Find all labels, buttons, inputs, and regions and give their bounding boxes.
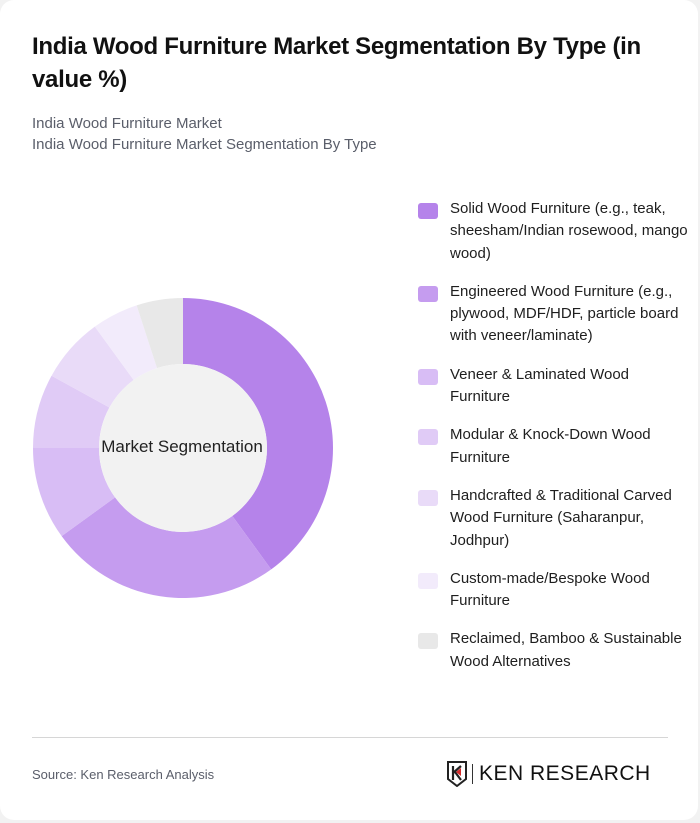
legend-swatch [418,429,438,446]
legend-item: Custom-made/Bespoke Wood Furniture [418,568,688,613]
legend-item: Handcrafted & Traditional Carved Wood Fu… [418,485,688,552]
source-text: Source: Ken Research Analysis [32,767,215,782]
legend-swatch [418,203,438,219]
legend: Solid Wood Furniture (e.g., teak, sheesh… [418,198,688,689]
ken-research-shield-icon [447,761,467,787]
legend-swatch [418,489,438,506]
subtitle-line-2: India Wood Furniture Market Segmentation… [32,136,377,153]
legend-item: Modular & Knock-Down Wood Furniture [418,424,688,469]
legend-item: Veneer & Laminated Wood Furniture [418,364,688,409]
donut-hole [99,364,267,532]
legend-label: Reclaimed, Bamboo & Sustainable Wood Alt… [450,630,682,670]
donut-chart [33,298,333,598]
legend-label: Solid Wood Furniture (e.g., teak, sheesh… [450,200,688,262]
donut-slice [51,326,134,408]
legend-swatch [418,572,438,589]
ken-research-logo: KEN RESEARCH [447,761,651,787]
legend-item: Solid Wood Furniture (e.g., teak, sheesh… [418,198,688,265]
page-title: India Wood Furniture Market Segmentation… [32,33,641,93]
donut-slice [136,298,183,369]
legend-label: Custom-made/Bespoke Wood Furniture [450,569,650,610]
footer-divider [32,737,668,738]
legend-label: Handcrafted & Traditional Carved Wood Fu… [450,486,672,549]
subtitle-line-1: India Wood Furniture Market [32,115,222,132]
donut-center-label: Market Segmentation [101,437,263,456]
legend-item: Reclaimed, Bamboo & Sustainable Wood Alt… [418,628,688,673]
donut-slice [94,305,158,381]
legend-label: Modular & Knock-Down Wood Furniture [450,426,651,466]
legend-swatch [418,285,438,302]
logo-separator [472,764,473,784]
donut-slice [33,375,110,448]
donut-slice [183,298,333,570]
legend-label: Veneer & Laminated Wood Furniture [450,365,630,406]
logo-text: KEN RESEARCH [479,762,651,785]
legend-label: Engineered Wood Furniture (e.g., plywood… [450,282,679,345]
legend-swatch [418,633,438,650]
subtitle: India Wood Furniture Market India Wood F… [32,113,377,155]
legend-item: Engineered Wood Furniture (e.g., plywood… [418,281,688,348]
donut-slice [61,497,272,598]
donut-slice [33,448,116,537]
legend-swatch [418,368,438,385]
